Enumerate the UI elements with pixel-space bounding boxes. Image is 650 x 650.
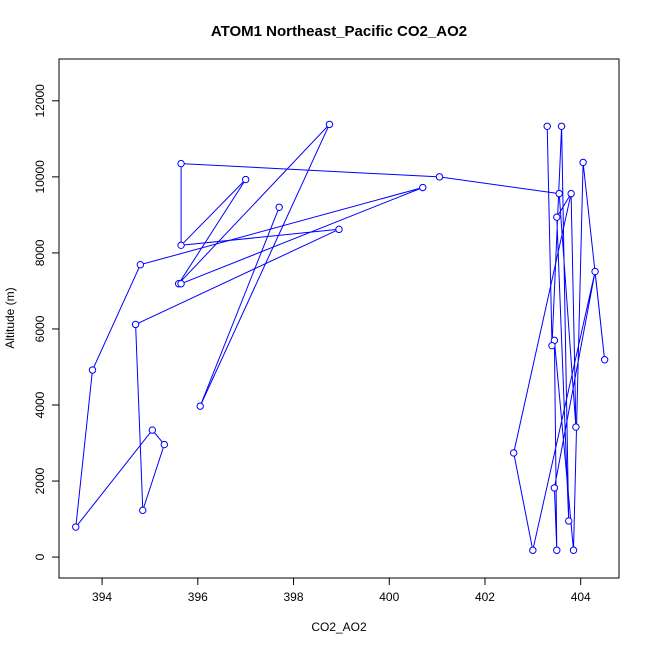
y-axis-label: Altitude (m) [3, 287, 17, 348]
data-point [548, 341, 556, 350]
data-point [435, 173, 444, 181]
data-point [148, 426, 157, 434]
y-axis: 0 2000 4000 6000 8000 10000 12000 [33, 84, 59, 560]
data-point [510, 449, 518, 457]
data-point [591, 267, 599, 276]
data-point [529, 546, 537, 554]
y-tick-label: 0 [33, 553, 47, 560]
data-point [88, 366, 97, 374]
data-point [557, 122, 566, 130]
data-point [335, 225, 343, 234]
data-point [177, 280, 185, 288]
x-tick-label: 400 [379, 590, 399, 604]
x-tick-label: 394 [92, 590, 112, 604]
x-axis: 394 396 398 400 402 404 [92, 578, 591, 604]
data-point [177, 241, 185, 250]
data-point [136, 260, 145, 269]
data-point [160, 440, 168, 449]
y-tick-label: 4000 [33, 391, 47, 418]
x-tick-label: 396 [188, 590, 208, 604]
data-point [567, 189, 575, 198]
chart-title: ATOM1 Northeast_Pacific CO2_AO2 [211, 23, 467, 40]
data-point [177, 159, 185, 168]
x-tick-label: 402 [475, 590, 495, 604]
series-line [513, 193, 572, 454]
data-point [600, 356, 609, 364]
y-tick-label: 6000 [33, 315, 47, 342]
data-point [553, 546, 561, 554]
data-point [325, 120, 334, 129]
y-tick-label: 2000 [33, 467, 47, 494]
data-point [553, 213, 561, 221]
data-point [555, 189, 563, 198]
data-point [275, 203, 283, 211]
series-line [75, 187, 423, 529]
series-line [181, 228, 340, 246]
y-tick-label: 10000 [33, 160, 47, 194]
data-point [419, 183, 427, 192]
data-point [72, 523, 80, 531]
series-line [199, 207, 280, 407]
data-point [569, 546, 578, 554]
series-line [513, 162, 606, 551]
data-point [139, 506, 147, 515]
data-point [565, 517, 573, 525]
y-tick-label: 8000 [33, 239, 47, 266]
data-point [196, 402, 204, 410]
y-tick-label: 12000 [33, 84, 47, 118]
data-point [131, 320, 140, 329]
series-line [546, 126, 577, 522]
data-point [543, 122, 551, 130]
series-line [178, 124, 560, 407]
data-point [572, 423, 580, 431]
x-tick-label: 398 [284, 590, 304, 604]
series-layer [72, 120, 609, 554]
plot-frame [58, 58, 620, 579]
x-axis-label: CO2_AO2 [311, 620, 367, 634]
x-tick-label: 404 [571, 590, 591, 604]
data-point [241, 175, 250, 184]
data-point [579, 158, 587, 167]
data-point [550, 484, 559, 492]
